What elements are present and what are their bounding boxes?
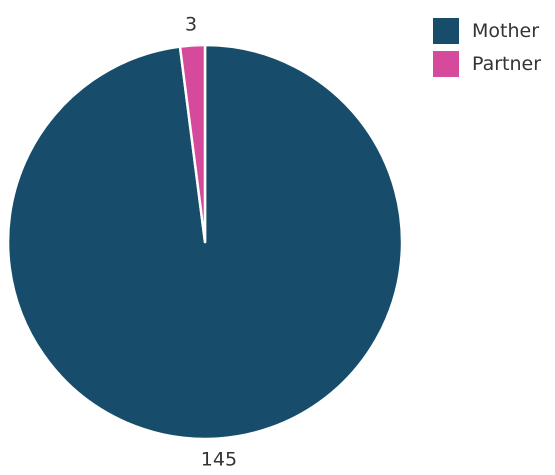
data-label-partner: 3 [185,13,197,35]
legend-swatch-partner [433,50,459,77]
data-label-mother: 145 [201,449,237,471]
pie-slice-partner [178,43,207,244]
pie-slices [6,43,404,441]
legend-label-partner: Partner [472,52,542,75]
legend-item-partner: Partner [433,47,541,80]
legend: Mother Partner [433,14,541,80]
legend-label-mother: Mother [472,19,540,42]
pie-labels: 145 3 [185,13,237,470]
legend-swatch-mother [433,17,459,44]
legend-item-mother: Mother [433,14,541,47]
